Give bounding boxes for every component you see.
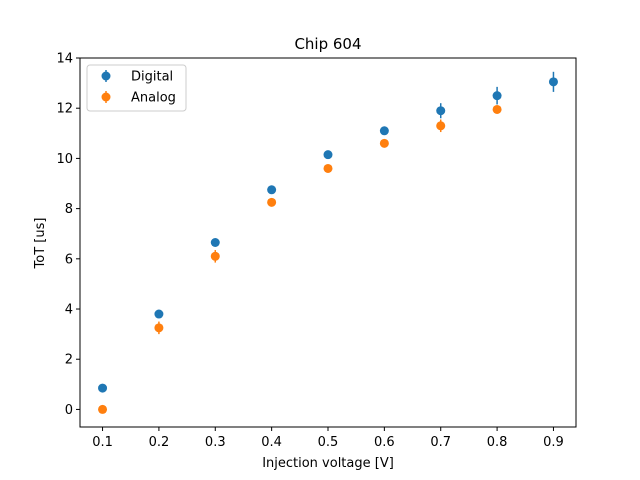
legend-marker bbox=[101, 71, 111, 81]
data-point bbox=[492, 91, 502, 101]
data-point bbox=[154, 309, 164, 319]
data-point bbox=[379, 138, 389, 148]
y-axis-label: ToT [us] bbox=[33, 218, 48, 270]
legend-label: Analog bbox=[131, 91, 176, 106]
y-tick-label: 8 bbox=[65, 202, 73, 217]
x-tick-label: 0.3 bbox=[205, 435, 226, 450]
chart-title: Chip 604 bbox=[294, 35, 361, 53]
x-axis-label: Injection voltage [V] bbox=[262, 456, 394, 471]
data-point bbox=[267, 197, 277, 207]
data-point bbox=[210, 251, 220, 261]
y-tick-label: 14 bbox=[56, 52, 73, 67]
y-tick-label: 0 bbox=[65, 403, 73, 418]
axes-frame bbox=[79, 57, 577, 428]
data-point bbox=[154, 323, 164, 333]
data-point bbox=[436, 106, 446, 116]
data-point bbox=[267, 185, 277, 195]
x-tick-label: 0.4 bbox=[261, 435, 282, 450]
y-tick-label: 2 bbox=[65, 353, 73, 368]
y-tick-label: 12 bbox=[56, 102, 73, 117]
data-point bbox=[548, 77, 558, 87]
legend-label: Digital bbox=[131, 70, 173, 85]
data-point bbox=[210, 238, 220, 247]
data-point bbox=[323, 163, 333, 173]
x-tick-label: 0.1 bbox=[92, 435, 113, 450]
legend: Digital Analog bbox=[86, 64, 187, 112]
data-point bbox=[379, 126, 389, 136]
x-tick-label: 0.7 bbox=[430, 435, 451, 450]
x-tick-label: 0.5 bbox=[318, 435, 339, 450]
data-point bbox=[98, 404, 108, 414]
legend-marker bbox=[101, 92, 111, 102]
x-tick-label: 0.6 bbox=[374, 435, 395, 450]
data-point bbox=[492, 104, 502, 114]
data-point bbox=[436, 121, 446, 131]
y-tick-label: 10 bbox=[56, 152, 73, 167]
x-tick-label: 0.8 bbox=[487, 435, 508, 450]
plot-area: 0.1 0.2 0.3 0.4 0.5 0.6 0.7 0.8 0.9 0 2 4 6 8 10 12 14 bbox=[56, 52, 577, 450]
x-tick-label: 0.2 bbox=[149, 435, 170, 450]
data-point bbox=[98, 383, 108, 393]
data-point bbox=[323, 150, 333, 160]
y-tick-label: 4 bbox=[65, 303, 73, 318]
legend-box bbox=[86, 64, 187, 112]
x-tick-label: 0.9 bbox=[543, 435, 564, 450]
y-tick-label: 6 bbox=[65, 252, 73, 267]
